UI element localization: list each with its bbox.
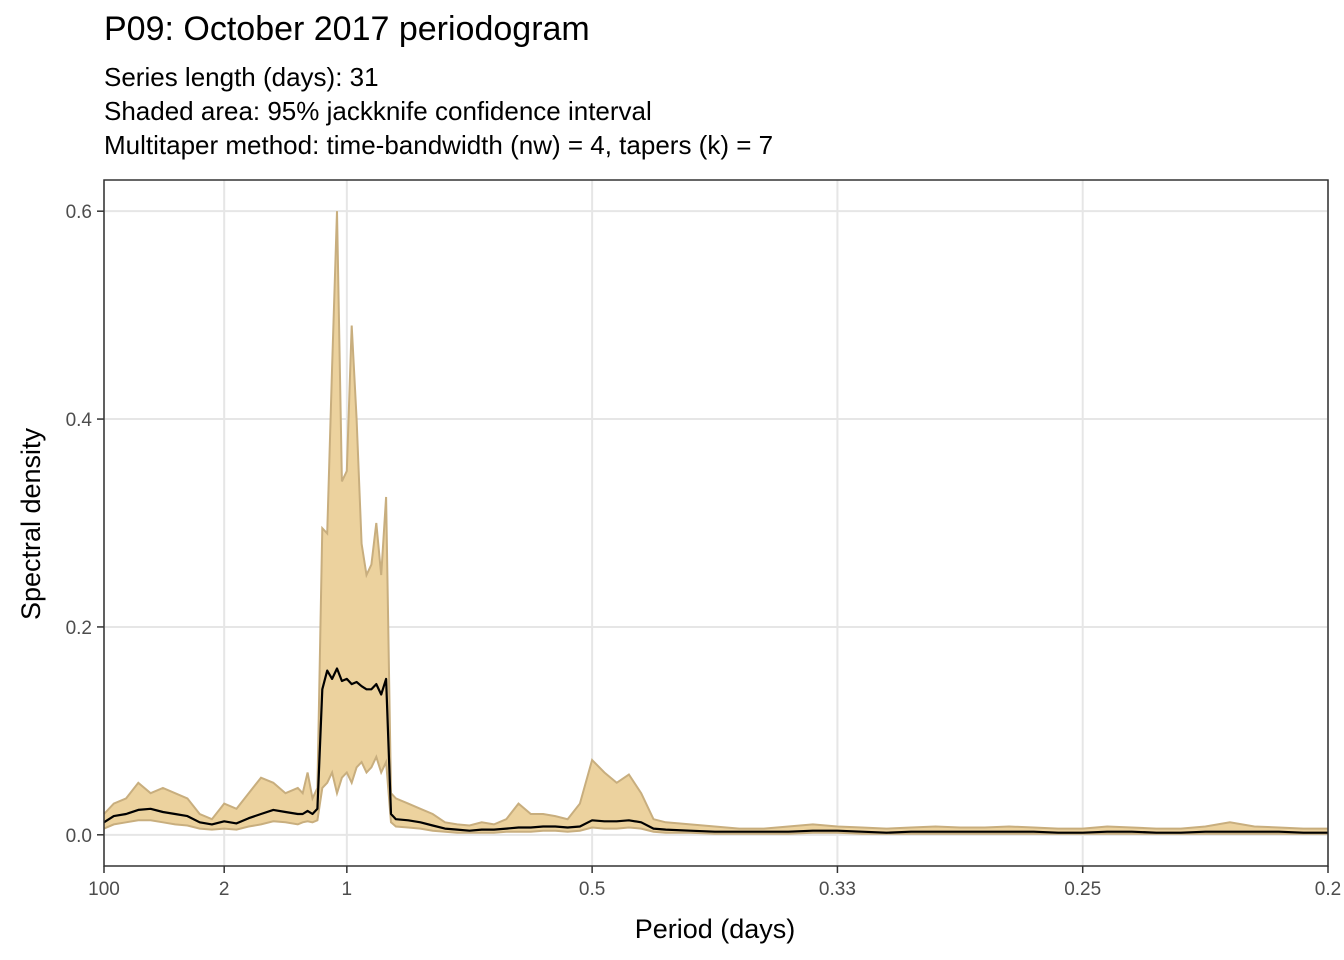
y-axis-title: Spectral density <box>16 427 46 620</box>
x-tick-label: 1 <box>342 879 353 900</box>
chart-subtitle-3: Multitaper method: time-bandwidth (nw) =… <box>104 130 774 160</box>
axis-ticks: 100 2 1 0.5 0.33 0.25 0.2 0.0 0.2 0.4 0.6 <box>66 202 1342 900</box>
x-axis-title: Period (days) <box>635 914 796 944</box>
y-tick-label: 0.2 <box>66 618 92 639</box>
x-tick-label: 0.33 <box>819 879 856 900</box>
ci-lower-line <box>103 754 1328 835</box>
y-tick-label: 0.4 <box>66 410 93 431</box>
spectrum-line <box>103 667 1328 834</box>
grid <box>103 180 1329 866</box>
y-tick-label: 0.0 <box>66 826 92 847</box>
confidence-ribbon <box>104 211 1328 834</box>
panel-border <box>103 179 1329 867</box>
x-tick-label: 0.5 <box>579 879 605 900</box>
x-tick-label: 0.25 <box>1064 879 1101 900</box>
x-tick-label: 100 <box>88 879 120 900</box>
chart-subtitle-2: Shaded area: 95% jackknife confidence in… <box>104 96 652 126</box>
ci-upper-line <box>103 211 1328 830</box>
x-tick-label: 2 <box>219 879 230 900</box>
chart-title: P09: October 2017 periodogram <box>104 10 590 48</box>
x-tick-label: 0.2 <box>1315 879 1341 900</box>
chart-subtitle-1: Series length (days): 31 <box>104 62 379 92</box>
y-tick-label: 0.6 <box>66 202 92 223</box>
